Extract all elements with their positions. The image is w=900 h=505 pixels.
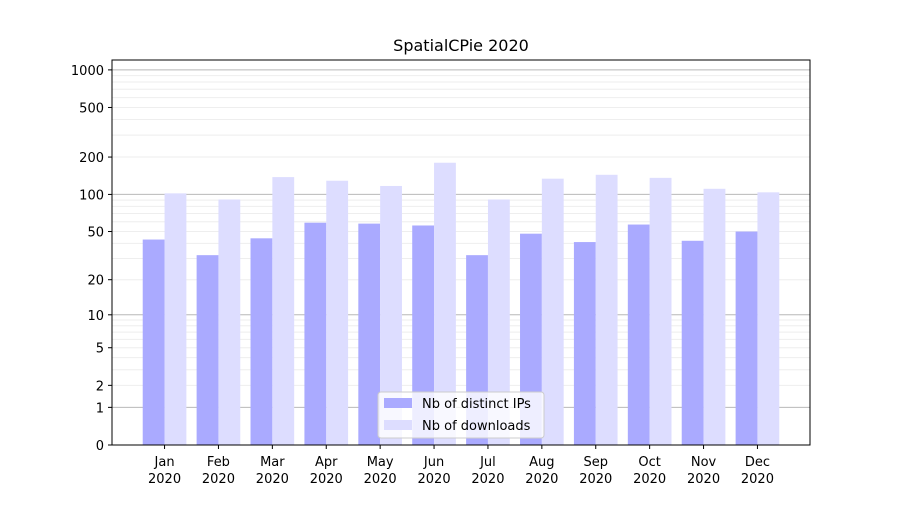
bar-distinct-ips-mar (250, 238, 273, 445)
bar-downloads-may (380, 185, 402, 445)
x-tick-label-year: 2020 (525, 472, 558, 487)
legend-swatch-downloads (384, 420, 412, 430)
y-axis: 0 1 2 5 10 20 50 100 200 500 1000 (71, 64, 112, 454)
x-tick-label-month: May (367, 455, 394, 470)
x-tick-label-month: Jun (423, 455, 444, 470)
x-tick-label-year: 2020 (687, 472, 720, 487)
legend-swatch-distinct-ips (384, 398, 412, 408)
bar-downloads-jul (487, 199, 510, 445)
x-tick-label-year: 2020 (202, 472, 235, 487)
x-tick-label-month: Sep (583, 455, 608, 470)
bar-downloads-aug (541, 178, 564, 445)
bar-distinct-ips-may (358, 223, 381, 445)
x-tick-label-month: Feb (207, 455, 230, 470)
legend-label-distinct-ips: Nb of distinct IPs (422, 397, 531, 412)
x-axis: Jan 2020 Feb 2020 Mar 2020 Apr 2020 May 2020 Jun 20… (148, 445, 774, 487)
bar-downloads-apr (326, 180, 349, 445)
bar-distinct-ips-dec (735, 231, 758, 445)
legend: Nb of distinct IPs Nb of downloads (377, 391, 545, 439)
x-tick-label-month: Jan (154, 455, 175, 470)
bar-distinct-ips-oct (627, 224, 650, 445)
y-tick-label: 2 (96, 379, 104, 394)
x-tick-label-year: 2020 (471, 472, 504, 487)
x-tick-label-year: 2020 (364, 472, 397, 487)
x-tick-label-month: Aug (529, 455, 554, 470)
y-tick-label: 5 (96, 342, 104, 357)
legend-box (377, 391, 545, 439)
x-tick-label-year: 2020 (418, 472, 451, 487)
bar-downloads-jun (434, 162, 456, 446)
x-tick-label-year: 2020 (148, 472, 181, 487)
y-tick-label: 500 (79, 101, 104, 116)
y-tick-label: 50 (87, 226, 104, 241)
x-tick-label-year: 2020 (256, 472, 289, 487)
x-tick-label-year: 2020 (741, 472, 774, 487)
x-tick-label-year: 2020 (579, 472, 612, 487)
bar-distinct-ips-nov (681, 240, 704, 445)
y-tick-label: 200 (79, 151, 104, 166)
x-tick-label-month: Apr (315, 455, 338, 470)
chart-title: SpatialCPie 2020 (393, 36, 529, 55)
y-tick-label: 1000 (71, 64, 104, 79)
plot-frame (111, 59, 811, 446)
bar-downloads-jan (164, 193, 187, 445)
bar-distinct-ips-feb (196, 255, 219, 445)
x-tick-label-month: Dec (745, 455, 770, 470)
x-tick-label-month: Jul (479, 455, 496, 470)
bar-downloads-oct (649, 177, 672, 445)
x-tick-label-month: Mar (260, 455, 285, 470)
x-tick-label-year: 2020 (633, 472, 666, 487)
bar-distinct-ips-apr (304, 222, 327, 445)
bar-downloads-dec (757, 192, 780, 445)
bar-downloads-sep (595, 174, 618, 445)
y-tick-label: 10 (87, 309, 104, 324)
x-tick-label-month: Oct (638, 455, 660, 470)
y-tick-label: 20 (87, 274, 104, 289)
bar-distinct-ips-sep (573, 242, 596, 445)
legend-label-downloads: Nb of downloads (422, 419, 531, 434)
y-tick-label: 0 (96, 439, 104, 454)
bar-distinct-ips-jun (412, 225, 435, 445)
x-tick-label-month: Nov (691, 455, 717, 470)
bar-downloads-feb (218, 199, 241, 445)
y-tick-label: 1 (96, 401, 104, 416)
y-tick-label: 100 (79, 188, 104, 203)
x-tick-label-year: 2020 (310, 472, 343, 487)
bar-downloads-nov (703, 188, 726, 445)
bar-downloads-mar (272, 177, 295, 445)
bar-distinct-ips-jan (142, 239, 165, 445)
